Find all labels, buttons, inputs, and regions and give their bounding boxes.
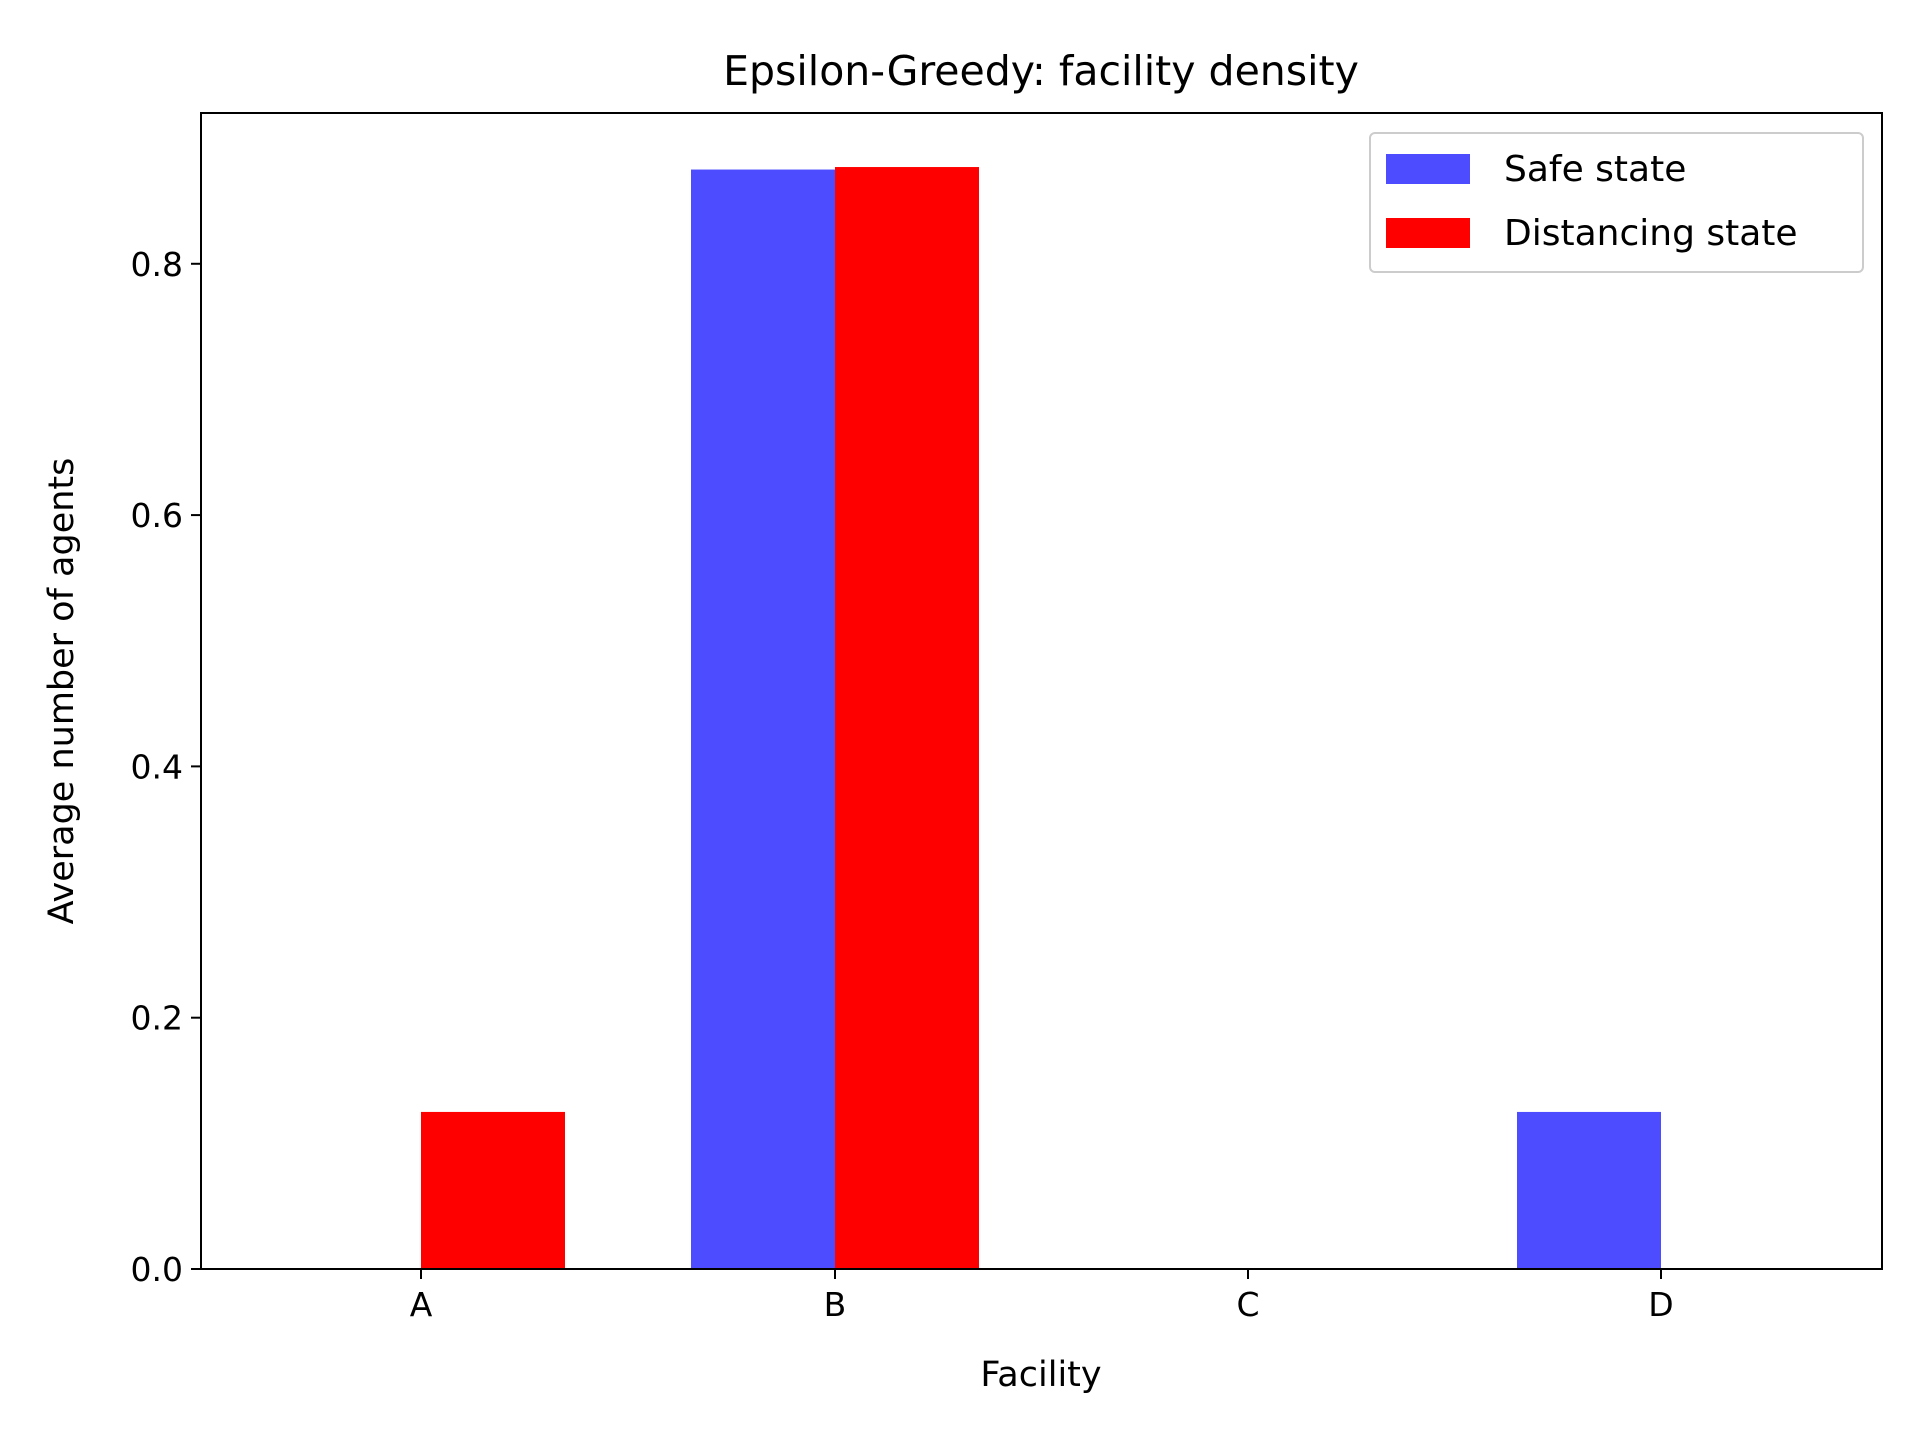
x-tick-label-d: D — [1648, 1285, 1673, 1324]
y-tick-label-1: 0.2 — [131, 999, 183, 1038]
legend: Safe state Distancing state — [1369, 132, 1864, 273]
y-tick-label-2: 0.4 — [131, 747, 183, 786]
y-tick-label-4: 0.8 — [131, 245, 183, 284]
x-axis-label: Facility — [980, 1355, 1101, 1395]
x-tick-label-b: B — [824, 1285, 847, 1324]
legend-label-safe-state: Safe state — [1504, 149, 1686, 190]
plot-frame — [200, 112, 1883, 1270]
bar-distancing-state-a — [421, 1111, 565, 1269]
legend-box — [1369, 132, 1864, 273]
y-tick-label-0: 0.0 — [131, 1250, 183, 1289]
bar-safe-state-b — [691, 169, 835, 1270]
x-tick-label-a: A — [410, 1285, 433, 1324]
bar-safe-state-d — [1517, 1111, 1661, 1269]
bars-group — [421, 167, 1661, 1270]
y-tick-label-3: 0.6 — [131, 496, 183, 535]
x-tick-label-c: C — [1236, 1285, 1259, 1324]
legend-label-distancing-state: Distancing state — [1504, 213, 1798, 254]
legend-swatch-safe-state — [1386, 154, 1470, 184]
y-axis: 0.0 0.2 0.4 0.6 0.8 — [131, 245, 201, 1289]
chart-title: Epsilon-Greedy: facility density — [723, 47, 1359, 95]
bar-distancing-state-b — [835, 167, 979, 1270]
x-axis: A B C D — [410, 1269, 1674, 1324]
y-axis-label: Average number of agents — [42, 458, 82, 925]
legend-swatch-distancing-state — [1386, 218, 1470, 248]
